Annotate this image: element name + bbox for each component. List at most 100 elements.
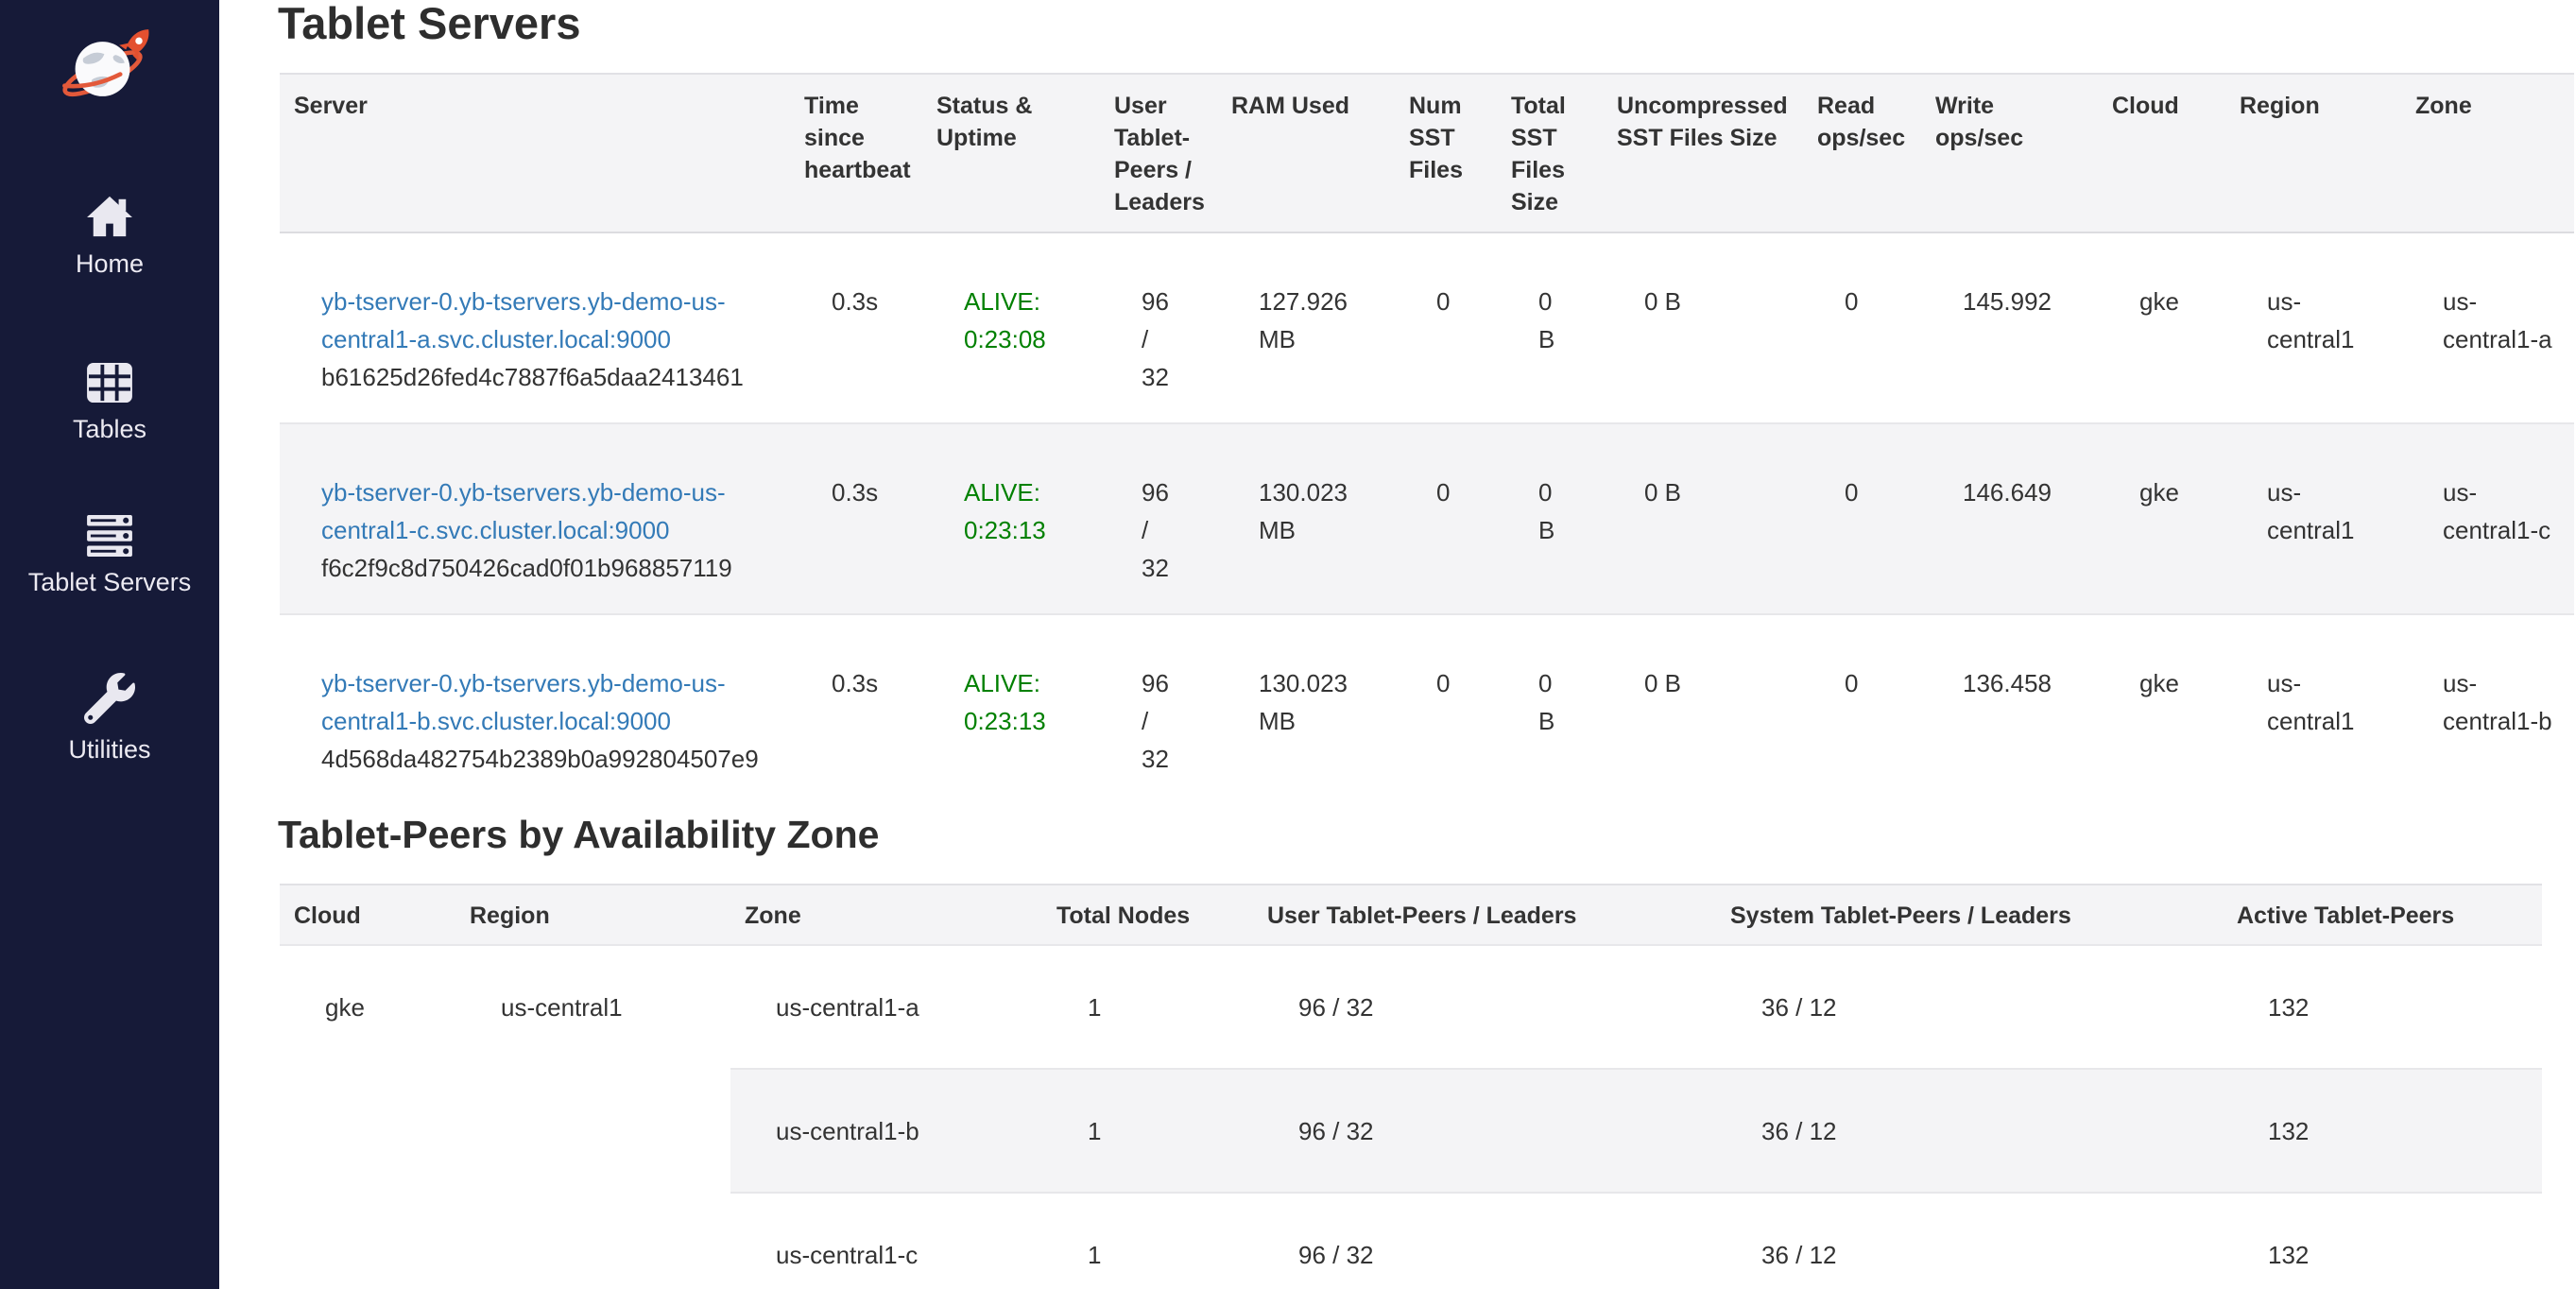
heartbeat-cell: 0.3s xyxy=(832,287,879,316)
read-ops-cell: 0 xyxy=(1845,287,1859,316)
write-ops-cell: 136.458 xyxy=(1963,669,2052,697)
sidebar-item-label: Utilities xyxy=(68,735,151,764)
active-tablet-peers-cell: 132 xyxy=(2223,1192,2542,1289)
server-cell: yb-tserver-0.yb-tservers.yb-demo-us-cent… xyxy=(280,614,790,804)
server-uuid: b61625d26fed4c7887f6a5daa2413461 xyxy=(321,363,744,391)
uncompressed-sst-cell: 0 B xyxy=(1644,478,1682,507)
table-row: us-central1-b 1 96 / 32 36 / 12 132 xyxy=(280,1068,2542,1193)
sidebar-item-utilities[interactable]: Utilities xyxy=(0,673,219,765)
col-cloud: Cloud xyxy=(280,885,455,945)
heartbeat-cell: 0.3s xyxy=(832,478,879,507)
num-sst-cell: 0 xyxy=(1436,669,1451,697)
sidebar-item-label: Tablet Servers xyxy=(27,568,192,596)
tablet-servers-icon xyxy=(0,515,219,561)
main-content: Tablet Servers Server Time since heartbe… xyxy=(219,0,2576,1289)
total-nodes-cell: 1 xyxy=(1042,944,1253,1069)
region-cell: us-central1 xyxy=(2267,669,2355,735)
total-sst-cell: 0 B xyxy=(1538,478,1555,544)
col-write-ops: Write ops/sec xyxy=(1921,74,2098,232)
server-uuid: 4d568da482754b2389b0a992804507e9 xyxy=(321,745,759,773)
server-link[interactable]: yb-tserver-0.yb-tservers.yb-demo-us-cent… xyxy=(321,478,726,544)
col-user-tablet-peers: User Tablet-Peers / Leaders xyxy=(1100,74,1217,232)
total-sst-cell: 0 B xyxy=(1538,669,1555,735)
zone-cell: us-central1-a xyxy=(2443,287,2552,353)
col-heartbeat: Time since heartbeat xyxy=(790,74,922,232)
status-cell: ALIVE: 0:23:08 xyxy=(964,287,1046,353)
tablet-servers-header-row: Server Time since heartbeat Status & Upt… xyxy=(280,74,2574,232)
ram-cell: 130.023 MB xyxy=(1259,669,1348,735)
server-cell: yb-tserver-0.yb-tservers.yb-demo-us-cent… xyxy=(280,423,790,614)
region-cell: us-central1 xyxy=(455,944,730,1289)
zone-cell: us-central1-b xyxy=(2443,669,2552,735)
col-status: Status & Uptime xyxy=(922,74,1100,232)
user-tablet-peers-cell: 96 / 32 xyxy=(1142,669,1169,773)
tables-icon xyxy=(0,362,219,408)
total-sst-cell: 0 B xyxy=(1538,287,1555,353)
tablet-servers-table: Server Time since heartbeat Status & Upt… xyxy=(280,73,2574,804)
region-cell: us-central1 xyxy=(2267,478,2355,544)
server-link[interactable]: yb-tserver-0.yb-tservers.yb-demo-us-cent… xyxy=(321,287,726,353)
utilities-icon xyxy=(0,673,219,729)
read-ops-cell: 0 xyxy=(1845,478,1859,507)
col-cloud: Cloud xyxy=(2098,74,2225,232)
col-ram: RAM Used xyxy=(1217,74,1395,232)
server-link[interactable]: yb-tserver-0.yb-tservers.yb-demo-us-cent… xyxy=(321,669,726,735)
col-total-sst: Total SST Files Size xyxy=(1497,74,1603,232)
sidebar-item-tablet-servers[interactable]: Tablet Servers xyxy=(0,515,219,597)
page-title: Tablet Servers xyxy=(278,0,581,48)
total-nodes-cell: 1 xyxy=(1042,1192,1253,1289)
read-ops-cell: 0 xyxy=(1845,669,1859,697)
ram-cell: 130.023 MB xyxy=(1259,478,1348,544)
zone-cell: us-central1-b xyxy=(730,1068,1042,1193)
az-header-row: Cloud Region Zone Total Nodes User Table… xyxy=(280,885,2542,945)
col-system-tablet-peers: System Tablet-Peers / Leaders xyxy=(1716,885,2223,945)
globe-rocket-icon xyxy=(62,29,149,97)
col-read-ops: Read ops/sec xyxy=(1803,74,1921,232)
active-tablet-peers-cell: 132 xyxy=(2223,944,2542,1069)
col-server: Server xyxy=(280,74,790,232)
zone-cell: us-central1-c xyxy=(2443,478,2551,544)
active-tablet-peers-cell: 132 xyxy=(2223,1068,2542,1193)
home-icon xyxy=(0,195,219,243)
col-zone: Zone xyxy=(730,885,1042,945)
status-cell: ALIVE: 0:23:13 xyxy=(964,669,1046,735)
col-total-nodes: Total Nodes xyxy=(1042,885,1253,945)
tablet-peers-by-az-table: Cloud Region Zone Total Nodes User Table… xyxy=(280,884,2542,1289)
sidebar-item-home[interactable]: Home xyxy=(0,195,219,279)
col-zone: Zone xyxy=(2401,74,2574,232)
table-row: yb-tserver-0.yb-tservers.yb-demo-us-cent… xyxy=(280,423,2574,614)
cloud-cell: gke xyxy=(280,944,455,1289)
col-uncompressed-sst: Uncompressed SST Files Size xyxy=(1603,74,1803,232)
sidebar: Home Tables xyxy=(0,0,219,1289)
num-sst-cell: 0 xyxy=(1436,478,1451,507)
cloud-cell: gke xyxy=(2139,287,2179,316)
system-tablet-peers-cell: 36 / 12 xyxy=(1716,1068,2223,1193)
col-active-tablet-peers: Active Tablet-Peers xyxy=(2223,885,2542,945)
uncompressed-sst-cell: 0 B xyxy=(1644,287,1682,316)
num-sst-cell: 0 xyxy=(1436,287,1451,316)
col-user-tablet-peers: User Tablet-Peers / Leaders xyxy=(1253,885,1716,945)
table-row: gke us-central1 us-central1-a 1 96 / 32 … xyxy=(280,944,2542,1289)
write-ops-cell: 146.649 xyxy=(1963,478,2052,507)
sidebar-item-label: Tables xyxy=(72,415,147,443)
user-tablet-peers-cell: 96 / 32 xyxy=(1253,1192,1716,1289)
user-tablet-peers-cell: 96 / 32 xyxy=(1142,287,1169,391)
zone-cell: us-central1-a xyxy=(730,944,1042,1069)
heartbeat-cell: 0.3s xyxy=(832,669,879,697)
server-uuid: f6c2f9c8d750426cad0f01b968857119 xyxy=(321,554,732,582)
col-num-sst: Num SST Files xyxy=(1395,74,1497,232)
col-region: Region xyxy=(2225,74,2401,232)
server-cell: yb-tserver-0.yb-tservers.yb-demo-us-cent… xyxy=(280,232,790,423)
table-row: yb-tserver-0.yb-tservers.yb-demo-us-cent… xyxy=(280,232,2574,423)
write-ops-cell: 145.992 xyxy=(1963,287,2052,316)
table-row: us-central1-c 1 96 / 32 36 / 12 132 xyxy=(280,1192,2542,1289)
system-tablet-peers-cell: 36 / 12 xyxy=(1716,944,2223,1069)
user-tablet-peers-cell: 96 / 32 xyxy=(1253,944,1716,1069)
zone-cell: us-central1-c xyxy=(730,1192,1042,1289)
total-nodes-cell: 1 xyxy=(1042,1068,1253,1193)
sidebar-item-tables[interactable]: Tables xyxy=(0,362,219,444)
uncompressed-sst-cell: 0 B xyxy=(1644,669,1682,697)
user-tablet-peers-cell: 96 / 32 xyxy=(1253,1068,1716,1193)
col-region: Region xyxy=(455,885,730,945)
yugabyte-logo[interactable] xyxy=(57,25,163,113)
